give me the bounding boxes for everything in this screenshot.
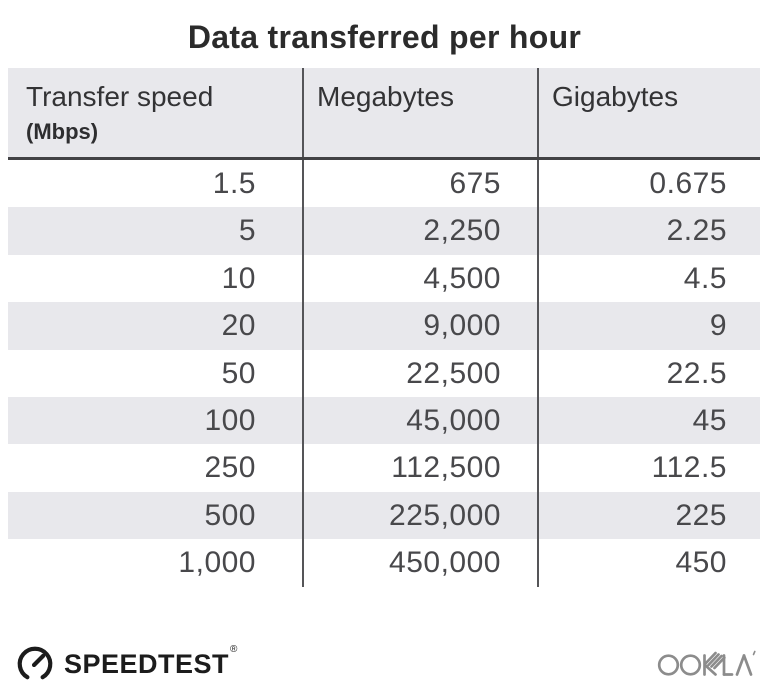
footer: SPEEDTEST® xyxy=(14,640,757,688)
table-cell: 675 xyxy=(302,160,537,208)
header-transfer-speed-label: Transfer speed xyxy=(26,81,214,112)
table-row: 20 9,000 9 xyxy=(8,302,760,350)
table-cell: 112,500 xyxy=(302,444,537,492)
speedtest-logo: SPEEDTEST® xyxy=(14,643,237,685)
table-cell: 450,000 xyxy=(302,539,537,587)
table-cell: 4.5 xyxy=(537,254,760,303)
table-row: 1,000 450,000 450 xyxy=(8,539,760,587)
table-cell: 500 xyxy=(204,498,256,532)
header-transfer-speed: Transfer speed (Mbps) xyxy=(8,68,302,157)
table-cell: 2,250 xyxy=(302,207,537,255)
table-cell: 225 xyxy=(537,491,760,540)
ookla-logo xyxy=(657,648,757,680)
table-body: 1.5 675 0.675 5 2,250 2.25 10 4,500 4.5 20 9,000 9 5… xyxy=(8,160,760,587)
ookla-wordmark-icon xyxy=(657,650,756,676)
table-cell: 2.25 xyxy=(537,207,760,255)
table-row: 50 22,500 22.5 xyxy=(8,349,760,397)
page-title: Data transferred per hour xyxy=(187,19,582,55)
speedtest-wordmark: SPEEDTEST® xyxy=(64,643,238,679)
table-cell: 50 xyxy=(221,356,256,390)
table-cell: 450 xyxy=(537,539,760,587)
table-cell: 4,500 xyxy=(302,254,537,303)
table-row: 250 112,500 112.5 xyxy=(8,444,760,492)
table-row: 500 225,000 225 xyxy=(8,491,760,540)
gauge-icon xyxy=(14,643,56,685)
table-cell: 22.5 xyxy=(537,349,760,397)
table-header-row: Transfer speed (Mbps) Megabytes Gigabyte… xyxy=(8,68,760,160)
header-megabytes: Megabytes xyxy=(302,68,537,157)
header-transfer-speed-unit: (Mbps) xyxy=(26,119,99,144)
table-cell: 22,500 xyxy=(302,349,537,397)
table-cell: 20 xyxy=(221,309,256,343)
registered-mark: ® xyxy=(230,643,238,655)
table-row: 100 45,000 45 xyxy=(8,396,760,445)
table-cell: 10 xyxy=(221,261,256,295)
table-cell: 5 xyxy=(238,214,256,248)
table-row: 10 4,500 4.5 xyxy=(8,254,760,303)
data-table: Transfer speed (Mbps) Megabytes Gigabyte… xyxy=(8,68,760,587)
table-row: 1.5 675 0.675 xyxy=(8,160,760,208)
table-cell: 9 xyxy=(537,302,760,350)
table-cell: 100 xyxy=(204,403,256,437)
table-cell: 225,000 xyxy=(302,491,537,540)
table-cell: 9,000 xyxy=(302,302,537,350)
table-cell: 45,000 xyxy=(302,396,537,445)
table-cell: 112.5 xyxy=(537,444,760,492)
header-gigabytes: Gigabytes xyxy=(537,68,760,157)
table-cell: 1,000 xyxy=(178,546,256,580)
table-cell: 250 xyxy=(204,451,256,485)
table-cell: 1.5 xyxy=(212,167,256,200)
table-cell: 45 xyxy=(537,396,760,445)
table-row: 5 2,250 2.25 xyxy=(8,207,760,255)
table-cell: 0.675 xyxy=(537,160,760,208)
